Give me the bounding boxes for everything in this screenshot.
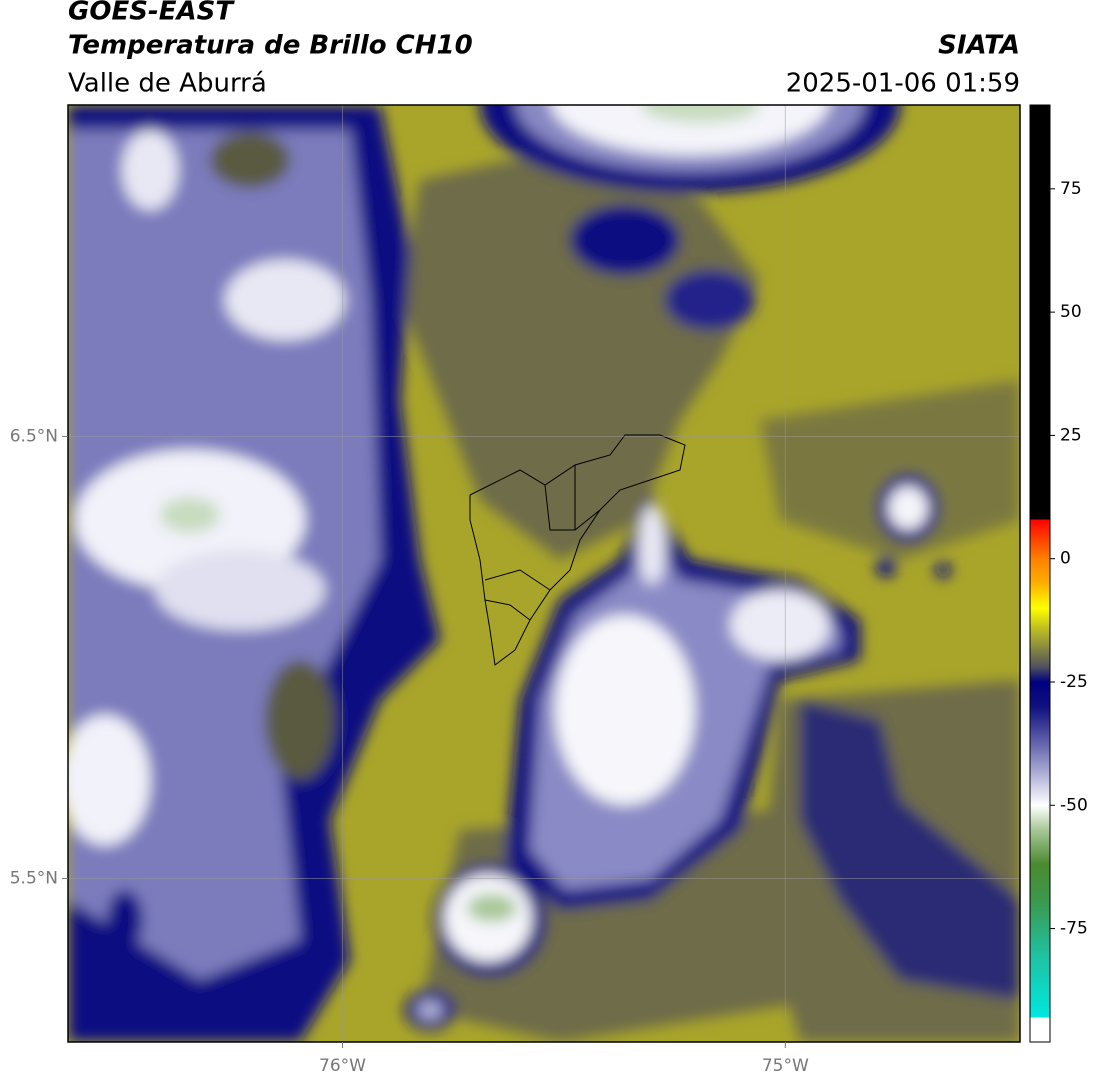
colorbar-tick-label: -75: [1060, 919, 1088, 939]
colorbar-tick-label: 25: [1060, 425, 1082, 445]
satellite-image: [68, 105, 1020, 1042]
x-tick-label: 75°W: [762, 1056, 809, 1076]
colorbar-tick-label: -25: [1060, 672, 1088, 692]
colorbar-tick-label: -50: [1060, 795, 1088, 815]
datetime: 2025-01-06 01:59: [786, 69, 1020, 99]
colorbar-tick-label: 75: [1060, 179, 1082, 199]
x-tick-label: 76°W: [319, 1056, 366, 1076]
region: Valle de Aburrá: [68, 69, 267, 99]
municipal-boundaries: [469, 434, 686, 666]
colorbar-tick-label: 50: [1060, 302, 1082, 322]
y-tick-label: 5.5°N: [10, 868, 58, 888]
title: GOES-EAST: [68, 0, 235, 27]
grid: [68, 105, 1020, 1042]
subtitle: Temperatura de Brillo CH10: [68, 31, 473, 61]
source: SIATA: [938, 31, 1020, 61]
y-tick-label: 6.5°N: [10, 426, 58, 446]
colorbar-tick-label: 0: [1060, 549, 1071, 569]
colorbar: [1029, 104, 1051, 1043]
map-frame: [67, 104, 1021, 1043]
